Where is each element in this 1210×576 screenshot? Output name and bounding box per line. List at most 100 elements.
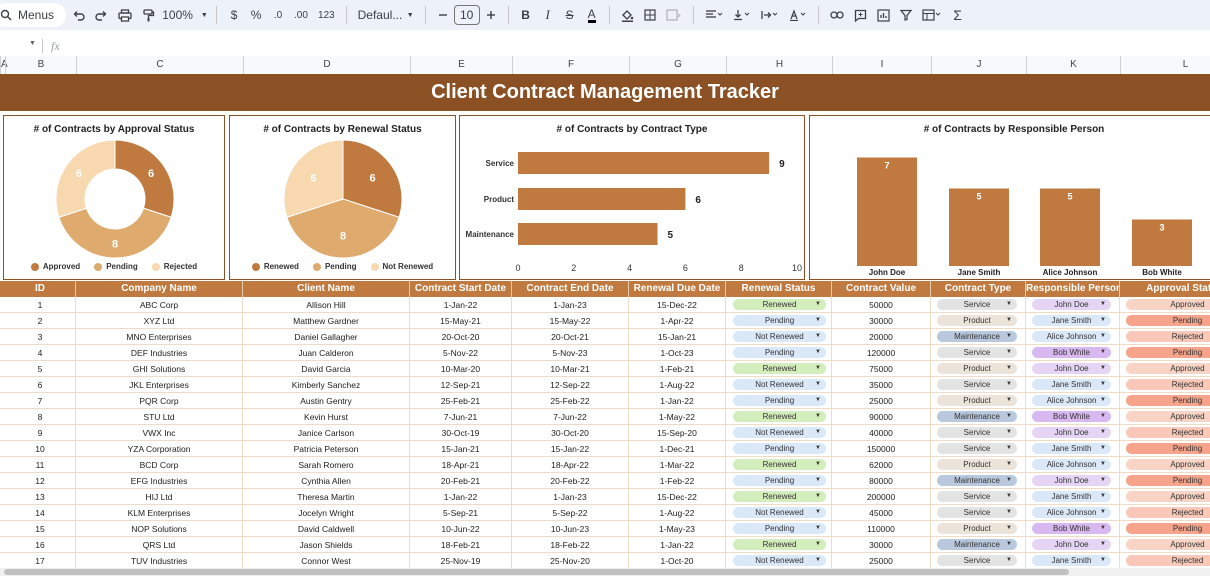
table-row[interactable]: 14 KLM Enterprises Jocelyn Wright 5-Sep-21 5… [0, 505, 1210, 521]
contract-value-cell[interactable]: 110000 [832, 521, 931, 537]
approval-status-chart[interactable]: # of Contracts by Approval Status 6 8 6 Ap… [3, 115, 225, 280]
header-contract-start-date[interactable]: Contract Start Date [410, 281, 512, 297]
table-row[interactable]: 10 YZA Corporation Patricia Peterson 15-Jan… [0, 441, 1210, 457]
contract-type-cell[interactable]: Service ▼ [931, 345, 1026, 361]
renewal-status-dropdown[interactable]: Renewed ▼ [733, 299, 826, 310]
font-size-decrease-button[interactable] [433, 4, 453, 26]
approval-status-dropdown[interactable]: Pending [1126, 395, 1210, 406]
renewal-due-date-cell[interactable]: 1-Dec-21 [629, 441, 726, 457]
insert-chart-button[interactable] [873, 4, 894, 26]
approval-status-dropdown[interactable]: Pending [1126, 475, 1210, 486]
table-row[interactable]: 5 GHI Solutions David Garcia 10-Mar-20 10-Ma… [0, 361, 1210, 377]
header-approval-status[interactable]: Approval Status [1120, 281, 1210, 297]
chevron-down-icon[interactable]: ▼ [815, 557, 821, 563]
id-cell[interactable]: 3 [5, 329, 76, 345]
renewal-status-dropdown[interactable]: Pending ▼ [733, 315, 826, 326]
approval-status-dropdown[interactable]: Pending [1126, 443, 1210, 454]
responsible-person-cell[interactable]: Alice Johnson ▼ [1026, 505, 1120, 521]
renewal-due-date-cell[interactable]: 1-Oct-20 [629, 553, 726, 569]
approval-status-dropdown[interactable]: Rejected [1126, 379, 1210, 390]
functions-button[interactable]: Σ [948, 4, 968, 26]
contract-start-date-cell[interactable]: 12-Sep-21 [410, 377, 512, 393]
contract-type-cell[interactable]: Service ▼ [931, 297, 1026, 313]
contract-end-date-cell[interactable]: 20-Feb-22 [512, 473, 629, 489]
renewal-due-date-cell[interactable]: 15-Dec-22 [629, 297, 726, 313]
renewal-status-dropdown[interactable]: Not Renewed ▼ [733, 555, 826, 566]
chevron-down-icon[interactable]: ▼ [1006, 413, 1012, 419]
client-name-cell[interactable]: Jason Shields [243, 537, 410, 553]
contract-end-date-cell[interactable]: 25-Feb-22 [512, 393, 629, 409]
company-name-cell[interactable]: XYZ Ltd [76, 313, 243, 329]
chevron-down-icon[interactable]: ▼ [1006, 461, 1012, 467]
responsible-person-cell[interactable]: Bob White ▼ [1026, 345, 1120, 361]
contract-end-date-cell[interactable]: 25-Nov-20 [512, 553, 629, 569]
chevron-down-icon[interactable]: ▼ [1006, 381, 1012, 387]
chevron-down-icon[interactable]: ▼ [815, 413, 821, 419]
contract-value-cell[interactable]: 25000 [832, 553, 931, 569]
column-header-k[interactable]: K [1026, 56, 1120, 74]
chevron-down-icon[interactable]: ▼ [1006, 365, 1012, 371]
responsible-person-dropdown[interactable]: John Doe ▼ [1032, 299, 1111, 310]
approval-status-cell[interactable]: Rejected [1120, 505, 1210, 521]
renewal-due-date-cell[interactable]: 1-Feb-21 [629, 361, 726, 377]
renewal-status-cell[interactable]: Not Renewed ▼ [726, 505, 832, 521]
chevron-down-icon[interactable]: ▼ [815, 301, 821, 307]
contract-type-dropdown[interactable]: Product ▼ [937, 459, 1017, 470]
renewal-due-date-cell[interactable]: 15-Dec-22 [629, 489, 726, 505]
approval-status-dropdown[interactable]: Rejected [1126, 331, 1210, 342]
contract-value-cell[interactable]: 25000 [832, 393, 931, 409]
text-color-button[interactable]: A [582, 4, 602, 26]
contract-type-dropdown[interactable]: Maintenance ▼ [937, 331, 1017, 342]
table-row[interactable]: 4 DEF Industries Juan Calderon 5-Nov-22 5-No… [0, 345, 1210, 361]
approval-status-dropdown[interactable]: Approved [1126, 459, 1210, 470]
chevron-down-icon[interactable]: ▼ [1100, 333, 1106, 339]
company-name-cell[interactable]: MNO Enterprises [76, 329, 243, 345]
contract-value-cell[interactable]: 120000 [832, 345, 931, 361]
chevron-down-icon[interactable]: ▼ [815, 461, 821, 467]
header-contract-type[interactable]: Contract Type [931, 281, 1026, 297]
chevron-down-icon[interactable]: ▼ [1006, 541, 1012, 547]
responsible-person-dropdown[interactable]: Jane Smith ▼ [1032, 443, 1111, 454]
responsible-person-cell[interactable]: Jane Smith ▼ [1026, 441, 1120, 457]
column-header-i[interactable]: I [832, 56, 931, 74]
responsible-person-dropdown[interactable]: Alice Johnson ▼ [1032, 395, 1111, 406]
header-company-name[interactable]: Company Name [76, 281, 243, 297]
chevron-down-icon[interactable]: ▼ [1006, 397, 1012, 403]
chevron-down-icon[interactable]: ▼ [815, 397, 821, 403]
responsible-person-cell[interactable]: Jane Smith ▼ [1026, 553, 1120, 569]
contract-start-date-cell[interactable]: 7-Jun-21 [410, 409, 512, 425]
contract-type-dropdown[interactable]: Maintenance ▼ [937, 475, 1017, 486]
chevron-down-icon[interactable]: ▼ [1006, 509, 1012, 515]
client-name-cell[interactable]: Janice Carlson [243, 425, 410, 441]
renewal-status-dropdown[interactable]: Pending ▼ [733, 523, 826, 534]
contract-start-date-cell[interactable]: 30-Oct-19 [410, 425, 512, 441]
company-name-cell[interactable]: STU Ltd [76, 409, 243, 425]
responsible-person-dropdown[interactable]: Jane Smith ▼ [1032, 555, 1111, 566]
company-name-cell[interactable]: NOP Solutions [76, 521, 243, 537]
zoom-select[interactable]: 100% ▼ [161, 4, 209, 26]
chevron-down-icon[interactable]: ▼ [1006, 333, 1012, 339]
header-contract-end-date[interactable]: Contract End Date [512, 281, 629, 297]
renewal-status-dropdown[interactable]: Renewed ▼ [733, 539, 826, 550]
contract-type-dropdown[interactable]: Service ▼ [937, 299, 1017, 310]
table-row[interactable]: 7 PQR Corp Austin Gentry 25-Feb-21 25-Feb-22… [0, 393, 1210, 409]
chevron-down-icon[interactable]: ▼ [1006, 349, 1012, 355]
contract-value-cell[interactable]: 80000 [832, 473, 931, 489]
renewal-status-cell[interactable]: Pending ▼ [726, 345, 832, 361]
header-contract-value[interactable]: Contract Value [832, 281, 931, 297]
responsible-person-dropdown[interactable]: Jane Smith ▼ [1032, 491, 1111, 502]
responsible-person-dropdown[interactable]: Alice Johnson ▼ [1032, 507, 1111, 518]
client-name-cell[interactable]: Daniel Gallagher [243, 329, 410, 345]
chevron-down-icon[interactable]: ▼ [1100, 541, 1106, 547]
renewal-status-cell[interactable]: Pending ▼ [726, 441, 832, 457]
chevron-down-icon[interactable]: ▼ [1100, 365, 1106, 371]
contract-type-cell[interactable]: Maintenance ▼ [931, 473, 1026, 489]
approval-status-cell[interactable]: Approved [1120, 489, 1210, 505]
table-row[interactable]: 8 STU Ltd Kevin Hurst 7-Jun-21 7-Jun-22 1-May… [0, 409, 1210, 425]
contract-end-date-cell[interactable]: 30-Oct-20 [512, 425, 629, 441]
chevron-down-icon[interactable]: ▼ [1100, 493, 1106, 499]
approval-status-cell[interactable]: Approved [1120, 361, 1210, 377]
contract-end-date-cell[interactable]: 20-Oct-21 [512, 329, 629, 345]
column-header-d[interactable]: D [243, 56, 410, 74]
responsible-person-cell[interactable]: Jane Smith ▼ [1026, 313, 1120, 329]
